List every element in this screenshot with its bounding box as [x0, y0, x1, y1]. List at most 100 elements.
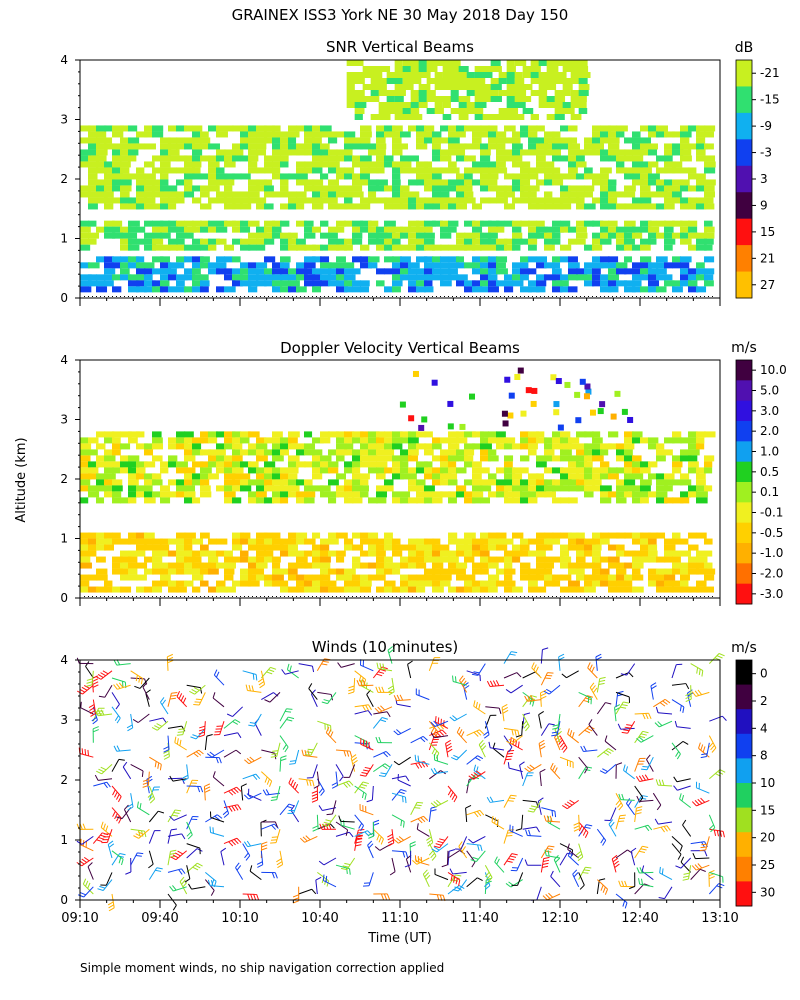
field-cell: [544, 491, 556, 498]
field-cell: [320, 580, 330, 587]
range-gate-dot: [600, 296, 601, 297]
wind-barb: [446, 850, 449, 865]
wind-barb: [247, 689, 262, 693]
field-cell: [152, 562, 163, 569]
wind-barb: [485, 706, 500, 709]
field-cell: [288, 125, 298, 132]
field-cell: [616, 485, 628, 492]
wind-barb-feather: [402, 796, 404, 803]
field-cell: [264, 179, 273, 186]
wind-barb-feather: [455, 878, 458, 885]
field-cell: [656, 268, 667, 275]
field-cell: [696, 473, 706, 480]
field-cell: [360, 256, 371, 263]
wind-barb: [391, 814, 405, 822]
wind-barb-feather: [432, 729, 437, 736]
field-cell: [474, 78, 486, 84]
field-cell: [288, 431, 300, 438]
field-cell: [240, 580, 252, 587]
field-cell: [440, 455, 450, 462]
field-cell: [224, 197, 236, 204]
field-cell: [514, 84, 524, 90]
wind-barb: [434, 771, 449, 775]
field-cell: [456, 538, 467, 545]
field-cell: [608, 203, 617, 210]
range-gate-dot: [192, 596, 193, 597]
field-cell: [560, 449, 572, 456]
range-gate-dot: [112, 296, 113, 297]
field-cell: [176, 568, 185, 575]
field-cell: [312, 256, 322, 263]
field-cell: [640, 256, 652, 263]
field-cell: [304, 274, 313, 281]
field-cell: [160, 161, 171, 168]
field-cell: [568, 161, 578, 168]
field-cell: [384, 556, 393, 563]
field-cell: [570, 102, 582, 108]
wind-barb: [387, 650, 393, 664]
field-cell: [448, 437, 457, 444]
field-cell: [584, 562, 596, 569]
field-cell: [664, 449, 673, 456]
field-cell: [104, 455, 116, 462]
field-cell: [600, 443, 612, 450]
field-cell: [416, 125, 426, 132]
field-cell: [360, 161, 371, 168]
field-cell: [362, 96, 375, 102]
field-cell: [530, 400, 537, 407]
field-cell: [328, 532, 338, 539]
wind-barb-feather: [255, 674, 258, 681]
field-cell: [112, 443, 122, 450]
field-cell: [360, 461, 370, 468]
range-gate-dot: [180, 596, 181, 597]
wind-barb: [275, 829, 281, 843]
wind-barb-feather: [118, 682, 124, 688]
field-cell: [552, 467, 564, 474]
field-cell: [376, 568, 386, 575]
field-cell: [472, 286, 481, 293]
range-gate-dot: [432, 596, 433, 597]
field-cell: [440, 226, 450, 233]
field-cell: [472, 562, 482, 569]
field-cell: [680, 580, 689, 587]
wind-barb-feather: [437, 717, 440, 724]
field-cell: [208, 455, 220, 462]
field-cell: [288, 562, 299, 569]
field-cell: [488, 437, 500, 444]
wind-barb-feather: [127, 806, 134, 811]
field-cell: [354, 108, 365, 114]
colorbar-swatch: [736, 112, 752, 140]
wind-barb-feather: [264, 699, 271, 703]
range-gate-dot: [164, 296, 165, 297]
wind-barb: [210, 817, 225, 823]
field-cell: [578, 90, 589, 96]
wind-barb: [553, 859, 561, 873]
field-cell: [80, 286, 92, 293]
field-cell: [512, 197, 522, 204]
field-cell: [296, 203, 305, 210]
field-cell: [184, 491, 196, 498]
field-cell: [432, 586, 444, 593]
wind-barb: [315, 880, 318, 895]
field-cell: [88, 280, 98, 287]
wind-barb: [360, 685, 374, 693]
field-cell: [632, 586, 644, 593]
field-cell: [128, 568, 138, 575]
field-cell: [370, 90, 380, 96]
wind-barb-feather: [376, 673, 383, 677]
field-cell: [240, 137, 249, 144]
field-cell: [320, 562, 331, 569]
field-cell: [160, 203, 171, 210]
field-cell: [680, 574, 690, 581]
field-cell: [264, 185, 274, 192]
field-cell: [472, 550, 482, 557]
wind-barb-feather: [76, 657, 80, 664]
wind-barb: [360, 743, 374, 751]
wind-barb: [223, 800, 230, 814]
field-cell: [256, 550, 266, 557]
field-cell: [240, 556, 250, 563]
field-cell: [530, 72, 539, 78]
field-cell: [688, 173, 699, 180]
field-cell: [400, 473, 410, 480]
field-cell: [616, 491, 626, 498]
